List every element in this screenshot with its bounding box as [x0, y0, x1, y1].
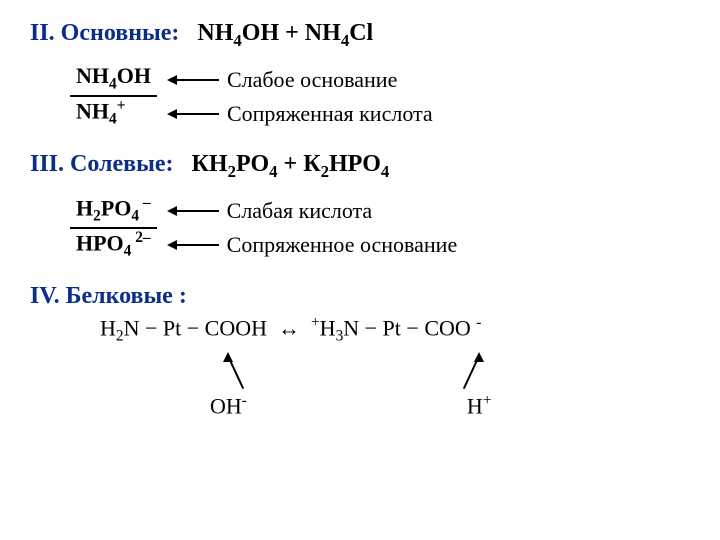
section-3-desc-top: Слабая кислота [227, 198, 373, 224]
section-2-pair: NH4OH NH4+ Слабое основание Сопряженная … [70, 63, 690, 131]
section-3-denominator: HPO4 2– [70, 229, 157, 263]
section-2-header: II. Основные: NH4OH + NH4Cl [30, 20, 690, 51]
section-3-label: III. Солевые: [30, 151, 174, 177]
section-2-denominator: NH4+ [70, 97, 131, 131]
arrow-icon [169, 79, 219, 81]
arrow-up-icon [217, 352, 239, 392]
section-4-label: IV. Белковые : [30, 283, 187, 309]
section-3-descriptions: Слабая кислота Сопряженное основание [169, 198, 458, 258]
section-4-equation: H2N − Pt − COOH ↔ +H3N − Pt − COO - [100, 314, 690, 346]
arrow-up-icon [468, 352, 490, 392]
section-2-formula: NH4OH + NH4Cl [197, 20, 373, 46]
section-4-ions: OH- H+ [210, 352, 690, 419]
section-4-right-ion-group: H+ [467, 352, 492, 419]
arrow-icon [169, 113, 219, 115]
section-2-desc-top: Слабое основание [227, 67, 397, 93]
arrow-icon [169, 244, 219, 246]
section-4-left-ion-group: OH- [210, 352, 247, 419]
section-4: IV. Белковые : H2N − Pt − COOH ↔ +H3N − … [30, 283, 690, 419]
section-2-fraction: NH4OH NH4+ [70, 63, 157, 131]
section-4-left-ion: OH- [210, 392, 247, 419]
section-3-desc-bottom: Сопряженное основание [227, 232, 458, 258]
section-2-desc-bottom: Сопряженная кислота [227, 101, 433, 127]
section-2-descriptions: Слабое основание Сопряженная кислота [169, 67, 433, 127]
section-3-pair: H2PO4 – HPO4 2– Слабая кислота Сопряженн… [70, 194, 690, 263]
section-3-fraction: H2PO4 – HPO4 2– [70, 194, 157, 263]
section-3-header: III. Солевые: КН2РО4 + К2НРО4 [30, 151, 690, 182]
section-4-right-ion: H+ [467, 392, 492, 419]
arrow-icon [169, 210, 219, 212]
section-3-numerator: H2PO4 – [70, 194, 157, 230]
section-2-label: II. Основные: [30, 20, 179, 46]
section-2-numerator: NH4OH [70, 63, 157, 97]
section-3-formula: КН2РО4 + К2НРО4 [192, 151, 390, 177]
